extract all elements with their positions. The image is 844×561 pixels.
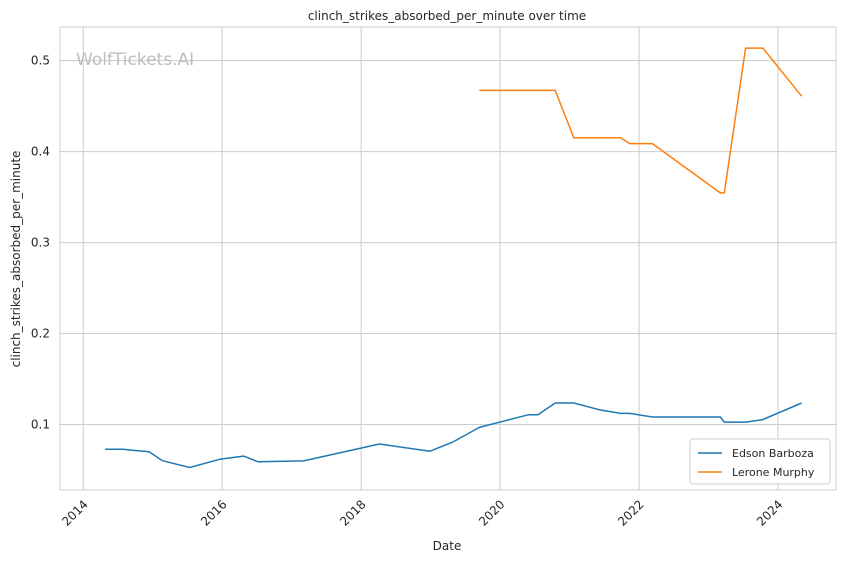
y-tick-label: 0.2 — [31, 327, 50, 341]
y-tick-label: 0.1 — [31, 418, 50, 432]
legend-label-edson-barboza: Edson Barboza — [732, 447, 814, 460]
y-tick-label: 0.5 — [31, 54, 50, 68]
legend-box — [689, 438, 831, 485]
x-axis-title: Date — [433, 539, 462, 553]
y-gridlines — [60, 60, 836, 426]
plot-frame — [59, 26, 837, 491]
plot-area — [60, 27, 836, 490]
series-layer — [105, 47, 803, 469]
series-line-edson-barboza — [105, 402, 802, 469]
y-axis-title: clinch_strikes_absorbed_per_minute — [9, 151, 23, 368]
y-tick-label: 0.4 — [31, 145, 50, 159]
legend-label-lerone-murphy: Lerone Murphy — [732, 466, 815, 479]
watermark: WolfTickets.AI — [76, 50, 194, 70]
y-tick-labels: 0.1 0.2 0.3 0.4 0.5 — [31, 54, 50, 432]
series-line-lerone-murphy — [479, 47, 803, 194]
chart-title: clinch_strikes_absorbed_per_minute over … — [308, 9, 586, 23]
legend: Edson Barboza Lerone Murphy — [689, 438, 831, 485]
y-tick-label: 0.3 — [31, 236, 50, 250]
